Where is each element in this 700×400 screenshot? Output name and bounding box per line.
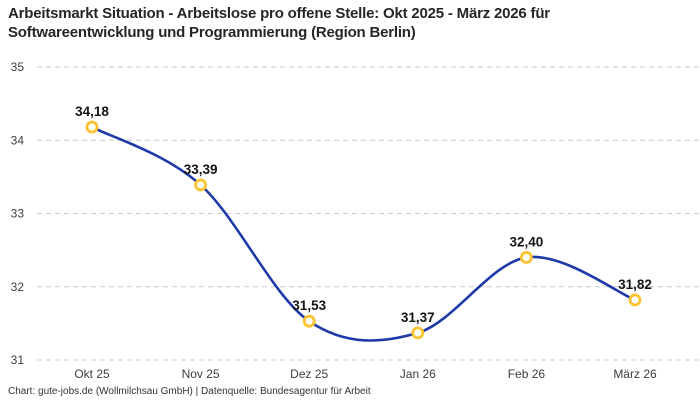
x-axis-label: Dez 25 — [290, 367, 328, 381]
data-point-marker — [85, 120, 99, 134]
data-point-marker — [628, 293, 642, 307]
x-axis-label: Jan 26 — [400, 367, 436, 381]
y-axis-tick-label: 31 — [11, 353, 25, 367]
x-axis-label: Okt 25 — [74, 367, 110, 381]
data-point-label: 31,82 — [618, 277, 652, 292]
data-point-label: 34,18 — [75, 104, 109, 119]
x-axis-label: Nov 25 — [182, 367, 220, 381]
data-point-marker — [520, 251, 533, 264]
data-point-marker — [194, 178, 208, 192]
chart-title: Arbeitsmarkt Situation - Arbeitslose pro… — [8, 4, 670, 42]
x-axis-label: März 26 — [613, 367, 657, 381]
data-point-marker — [411, 326, 425, 340]
series-line — [90, 125, 637, 342]
x-axis-label: Feb 26 — [508, 367, 546, 381]
chart-attribution: Chart: gute-jobs.de (Wollmilchsau GmbH) … — [8, 386, 371, 397]
y-axis-tick-label: 35 — [11, 60, 25, 74]
y-axis-tick-label: 32 — [11, 280, 25, 294]
data-point-label: 33,39 — [184, 162, 218, 177]
data-point-label: 31,53 — [292, 298, 326, 313]
data-point-marker — [302, 314, 316, 328]
data-point-label: 31,37 — [401, 310, 435, 325]
chart-title-line-1: Arbeitsmarkt Situation - Arbeitslose pro… — [8, 5, 550, 22]
y-axis-tick-label: 33 — [11, 207, 25, 221]
y-axis-tick-label: 34 — [11, 133, 25, 147]
data-point-label: 32,40 — [510, 234, 544, 249]
chart-title-line-2: Softwareentwicklung und Programmierung (… — [8, 24, 416, 41]
